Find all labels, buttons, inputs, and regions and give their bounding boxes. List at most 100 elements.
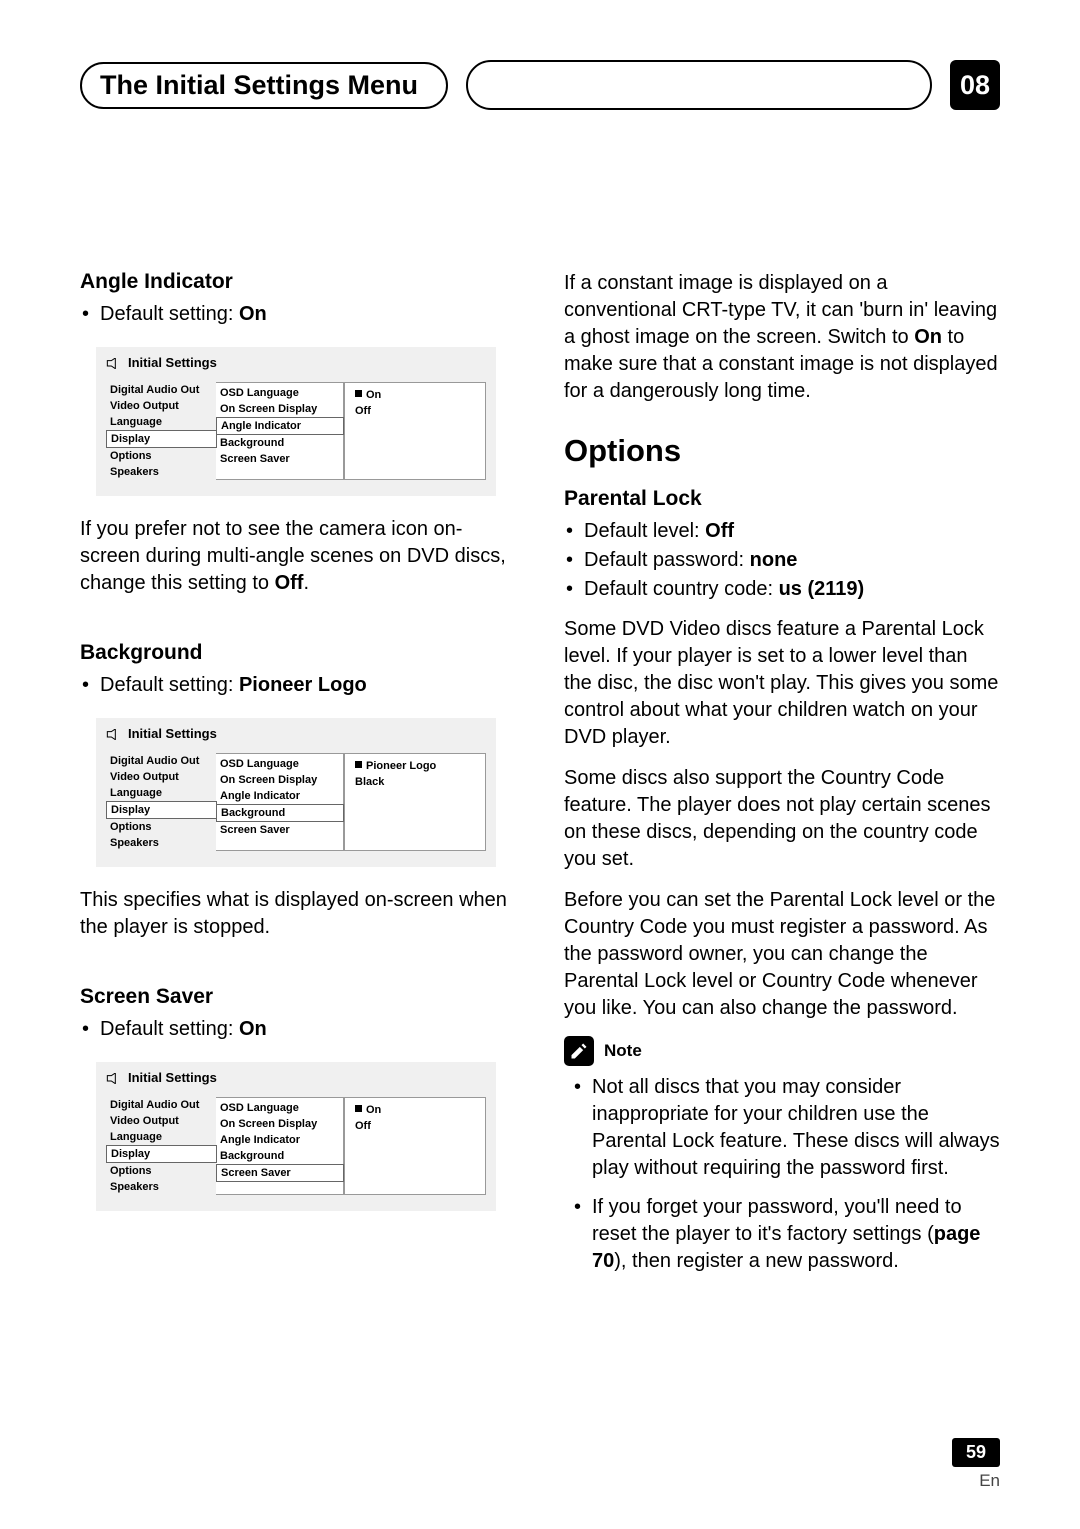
value-text: Pioneer Logo — [366, 760, 436, 772]
menu-columns: Digital Audio Out Video Output Language … — [96, 1097, 496, 1195]
bullet-list: Default setting: Pioneer Logo — [80, 671, 516, 700]
note-list: Not all discs that you may consider inap… — [564, 1074, 1000, 1275]
menu-item[interactable]: Speakers — [106, 1179, 216, 1195]
menu-item[interactable]: Angle Indicator — [216, 788, 343, 804]
value-text: Black — [355, 776, 384, 788]
menu-value[interactable]: Off — [353, 1118, 477, 1134]
selected-marker-icon — [355, 390, 362, 397]
menu-item[interactable]: On Screen Display — [216, 401, 343, 417]
menu-value[interactable]: Pioneer Logo — [353, 758, 477, 774]
text: ), then register a new password. — [614, 1250, 899, 1272]
label-text: Default country code: — [584, 578, 779, 600]
menu-item[interactable]: Screen Saver — [216, 451, 343, 467]
default-setting-line: Default setting: On — [100, 1015, 516, 1044]
heading-screen-saver: Screen Saver — [80, 985, 516, 1009]
value-text: On — [366, 1104, 381, 1116]
menu-item[interactable]: Digital Audio Out — [106, 753, 216, 769]
default-value: On — [239, 1018, 267, 1040]
label-text: Default password: — [584, 549, 750, 571]
paragraph: Some DVD Video discs feature a Parental … — [564, 616, 1000, 751]
menu-col2: OSD Language On Screen Display Angle Ind… — [216, 753, 344, 851]
menu-item-selected[interactable]: Screen Saver — [216, 1164, 344, 1182]
default-value: On — [239, 303, 267, 325]
menu-item[interactable]: Language — [106, 414, 216, 430]
content-columns: Angle Indicator Default setting: On Init… — [80, 270, 1000, 1287]
menu-titlebar: Initial Settings — [96, 1062, 496, 1097]
menu-item[interactable]: OSD Language — [216, 1100, 343, 1116]
paragraph: This specifies what is displayed on-scre… — [80, 887, 516, 941]
default-setting-line: Default setting: On — [100, 300, 516, 329]
value-text: Off — [355, 405, 371, 417]
menu-value[interactable]: On — [353, 1102, 477, 1118]
menu-title-text: Initial Settings — [128, 355, 217, 370]
paragraph: Some discs also support the Country Code… — [564, 765, 1000, 873]
note-item: If you forget your password, you'll need… — [592, 1194, 1000, 1275]
menu-value[interactable]: On — [353, 387, 477, 403]
menu-item[interactable]: Options — [106, 448, 216, 464]
menu-item-selected[interactable]: Display — [106, 801, 217, 819]
menu-item[interactable]: Video Output — [106, 1113, 216, 1129]
menu-item[interactable]: Options — [106, 1163, 216, 1179]
footer-lang: En — [952, 1471, 1000, 1491]
settings-icon — [106, 1072, 122, 1084]
menu-item[interactable]: Background — [216, 1148, 343, 1164]
menu-item[interactable]: On Screen Display — [216, 1116, 343, 1132]
label-text: Default setting: — [100, 303, 239, 325]
page-number-badge: 59 — [952, 1438, 1000, 1467]
right-column: If a constant image is displayed on a co… — [564, 270, 1000, 1287]
menu-item[interactable]: Digital Audio Out — [106, 382, 216, 398]
menu-item-selected[interactable]: Background — [216, 804, 344, 822]
menu-item[interactable]: OSD Language — [216, 756, 343, 772]
paragraph: If you prefer not to see the camera icon… — [80, 516, 516, 597]
menu-item[interactable]: Options — [106, 819, 216, 835]
label-text: Default setting: — [100, 674, 239, 696]
left-column: Angle Indicator Default setting: On Init… — [80, 270, 516, 1287]
note-icon — [564, 1036, 594, 1066]
default-country-line: Default country code: us (2119) — [584, 575, 1000, 604]
settings-menu-screensaver: Initial Settings Digital Audio Out Video… — [96, 1062, 496, 1211]
text: . — [303, 572, 309, 594]
menu-item[interactable]: Video Output — [106, 398, 216, 414]
chapter-badge: 08 — [950, 60, 1000, 110]
menu-item-selected[interactable]: Angle Indicator — [216, 417, 344, 435]
settings-menu-background: Initial Settings Digital Audio Out Video… — [96, 718, 496, 867]
section-heading-options: Options — [564, 433, 1000, 469]
selected-marker-icon — [355, 761, 362, 768]
menu-item[interactable]: On Screen Display — [216, 772, 343, 788]
menu-item[interactable]: Language — [106, 785, 216, 801]
label-text: Default level: — [584, 520, 705, 542]
paragraph: If a constant image is displayed on a co… — [564, 270, 1000, 405]
menu-col3: Pioneer Logo Black — [344, 753, 486, 851]
menu-titlebar: Initial Settings — [96, 718, 496, 753]
text: If you forget your password, you'll need… — [592, 1196, 962, 1245]
menu-item[interactable]: Screen Saver — [216, 822, 343, 838]
menu-item[interactable]: Speakers — [106, 835, 216, 851]
menu-title-text: Initial Settings — [128, 1070, 217, 1085]
menu-item[interactable]: Background — [216, 435, 343, 451]
value-text: Off — [355, 1120, 371, 1132]
menu-col1: Digital Audio Out Video Output Language … — [106, 1097, 216, 1195]
menu-item[interactable]: Video Output — [106, 769, 216, 785]
bullet-list: Default level: Off Default password: non… — [564, 517, 1000, 604]
menu-item-selected[interactable]: Display — [106, 430, 217, 448]
menu-col2: OSD Language On Screen Display Angle Ind… — [216, 382, 344, 480]
menu-item[interactable]: OSD Language — [216, 385, 343, 401]
menu-item[interactable]: Angle Indicator — [216, 1132, 343, 1148]
header-spacer — [466, 60, 932, 110]
heading-background: Background — [80, 641, 516, 665]
default-setting-line: Default setting: Pioneer Logo — [100, 671, 516, 700]
default-value: Off — [705, 520, 734, 542]
label-text: Default setting: — [100, 1018, 239, 1040]
menu-item[interactable]: Language — [106, 1129, 216, 1145]
menu-item-selected[interactable]: Display — [106, 1145, 217, 1163]
selected-marker-icon — [355, 1105, 362, 1112]
note-item: Not all discs that you may consider inap… — [592, 1074, 1000, 1182]
menu-titlebar: Initial Settings — [96, 347, 496, 382]
menu-columns: Digital Audio Out Video Output Language … — [96, 753, 496, 851]
menu-value[interactable]: Off — [353, 403, 477, 419]
menu-item[interactable]: Speakers — [106, 464, 216, 480]
menu-col3: On Off — [344, 1097, 486, 1195]
menu-item[interactable]: Digital Audio Out — [106, 1097, 216, 1113]
menu-value[interactable]: Black — [353, 774, 477, 790]
heading-parental-lock: Parental Lock — [564, 487, 1000, 511]
